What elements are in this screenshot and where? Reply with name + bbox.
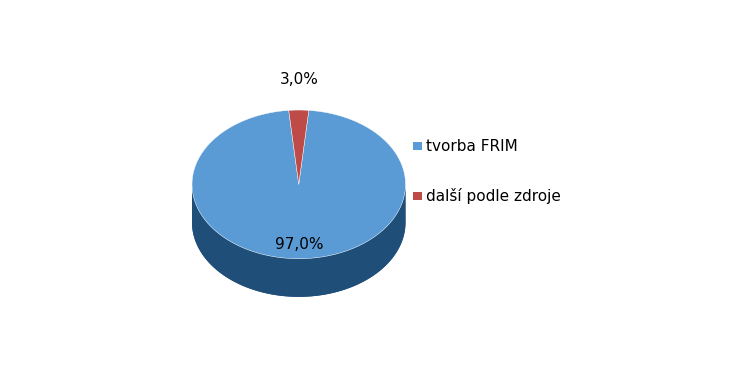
Bar bbox=[413, 142, 422, 151]
Text: další podle zdroje: další podle zdroje bbox=[426, 188, 561, 204]
Polygon shape bbox=[192, 110, 406, 259]
Polygon shape bbox=[192, 184, 406, 297]
Text: tvorba FRIM: tvorba FRIM bbox=[426, 139, 518, 154]
Text: 97,0%: 97,0% bbox=[274, 237, 323, 252]
Bar bbox=[413, 192, 422, 200]
Polygon shape bbox=[192, 185, 406, 297]
Polygon shape bbox=[289, 110, 309, 184]
Text: 3,0%: 3,0% bbox=[279, 72, 318, 87]
